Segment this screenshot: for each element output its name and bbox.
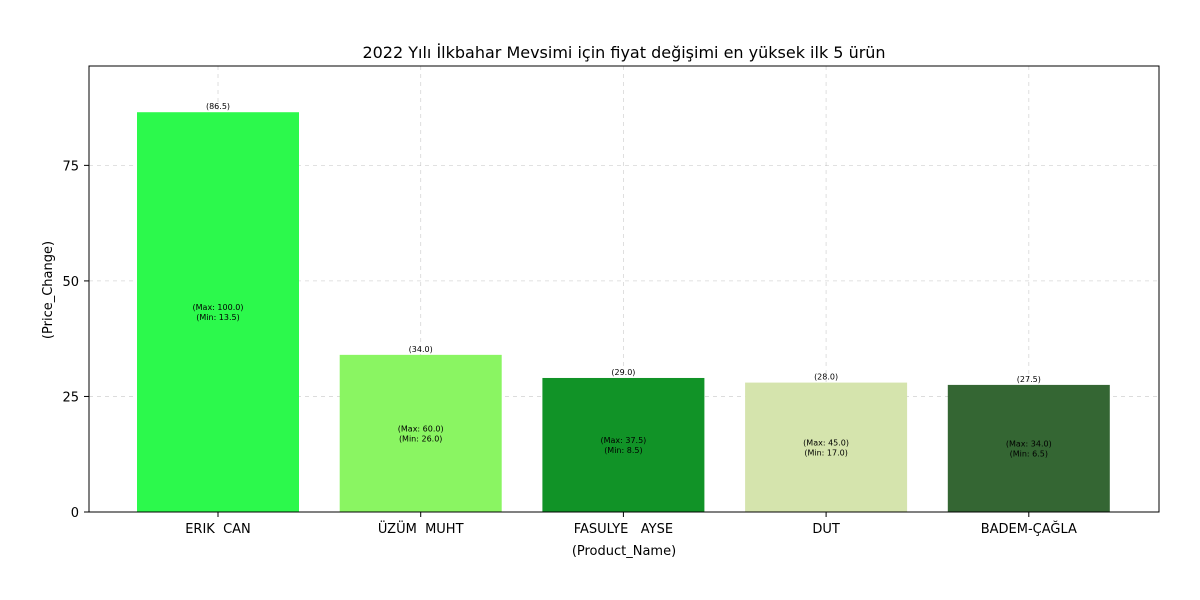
bar-min-label: (Min: 13.5) bbox=[196, 313, 240, 322]
bar bbox=[947, 384, 1110, 512]
bar bbox=[137, 112, 299, 512]
bar-max-label: (Max: 34.0) bbox=[1006, 439, 1052, 448]
bar-value-label: (28.0) bbox=[814, 373, 838, 382]
bar-max-label: (Max: 37.5) bbox=[600, 436, 646, 445]
bar-max-label: (Max: 100.0) bbox=[193, 303, 244, 312]
bar-min-label: (Min: 17.0) bbox=[804, 448, 848, 457]
bar-value-label: (29.0) bbox=[611, 368, 635, 377]
x-tick-label: FASULYE AYSE bbox=[574, 522, 673, 537]
bar-min-label: (Min: 26.0) bbox=[399, 434, 443, 443]
bar-value-label: (34.0) bbox=[409, 345, 433, 354]
y-tick-label: 25 bbox=[62, 390, 79, 405]
bar-value-label: (27.5) bbox=[1017, 375, 1041, 384]
x-axis-label: (Product_Name) bbox=[572, 544, 676, 559]
bar-min-label: (Min: 6.5) bbox=[1010, 449, 1048, 458]
bar-value-label: (86.5) bbox=[206, 102, 230, 111]
chart-title: 2022 Yılı İlkbahar Mevsimi için fiyat de… bbox=[362, 43, 885, 62]
y-tick-label: 75 bbox=[62, 159, 79, 174]
x-tick-label: ÜZÜM MUHT bbox=[378, 520, 464, 537]
y-tick-label: 50 bbox=[62, 275, 79, 290]
bar-max-label: (Max: 60.0) bbox=[398, 424, 444, 433]
y-axis-label: (Price_Change) bbox=[41, 241, 56, 339]
plot-frame bbox=[88, 65, 1160, 513]
bar bbox=[745, 382, 908, 512]
x-tick-label: ERIK CAN bbox=[185, 522, 251, 537]
bar-max-label: (Max: 45.0) bbox=[803, 438, 849, 447]
bar-min-label: (Min: 8.5) bbox=[604, 446, 642, 455]
bar bbox=[542, 377, 705, 512]
y-tick-label: 0 bbox=[71, 506, 79, 521]
x-tick-label: DUT bbox=[812, 522, 840, 537]
bar bbox=[339, 354, 502, 512]
x-tick-label: BADEM-ÇAĞLA bbox=[981, 521, 1077, 537]
